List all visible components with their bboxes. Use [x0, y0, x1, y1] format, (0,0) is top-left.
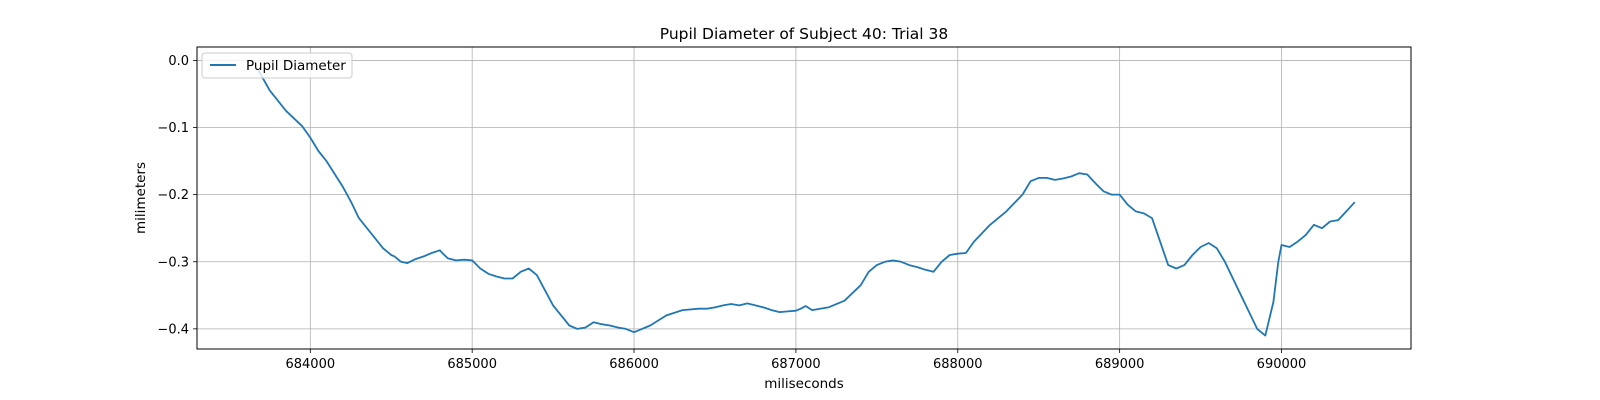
y-tick-label: −0.2 — [157, 188, 189, 203]
series-line-pupil-diameter — [257, 69, 1356, 337]
chart-title: Pupil Diameter of Subject 40: Trial 38 — [660, 25, 949, 43]
y-tick-label: −0.3 — [157, 255, 189, 270]
x-tick-label: 688000 — [933, 357, 983, 372]
x-tick-label: 690000 — [1257, 357, 1307, 372]
x-tick-label: 686000 — [609, 357, 659, 372]
x-tick-label: 687000 — [771, 357, 821, 372]
ticks: 684000 685000 686000 687000 688000 689000 6900… — [157, 54, 1306, 372]
x-tick-label: 684000 — [285, 357, 335, 372]
x-axis-label: miliseconds — [764, 376, 844, 392]
legend-box — [201, 52, 353, 79]
y-tick-label: −0.1 — [157, 121, 189, 136]
series-layer — [257, 69, 1356, 337]
legend-label-pupil-diameter: Pupil Diameter — [246, 58, 346, 74]
x-tick-label: 689000 — [1095, 357, 1145, 372]
legend: Pupil Diameter — [201, 52, 353, 79]
plot-area-frame — [196, 46, 1412, 350]
y-tick-label: 0.0 — [168, 54, 189, 69]
x-tick-label: 685000 — [447, 357, 497, 372]
grid — [197, 47, 1411, 349]
y-axis-label: milimeters — [133, 162, 149, 234]
y-tick-label: −0.4 — [157, 322, 189, 337]
